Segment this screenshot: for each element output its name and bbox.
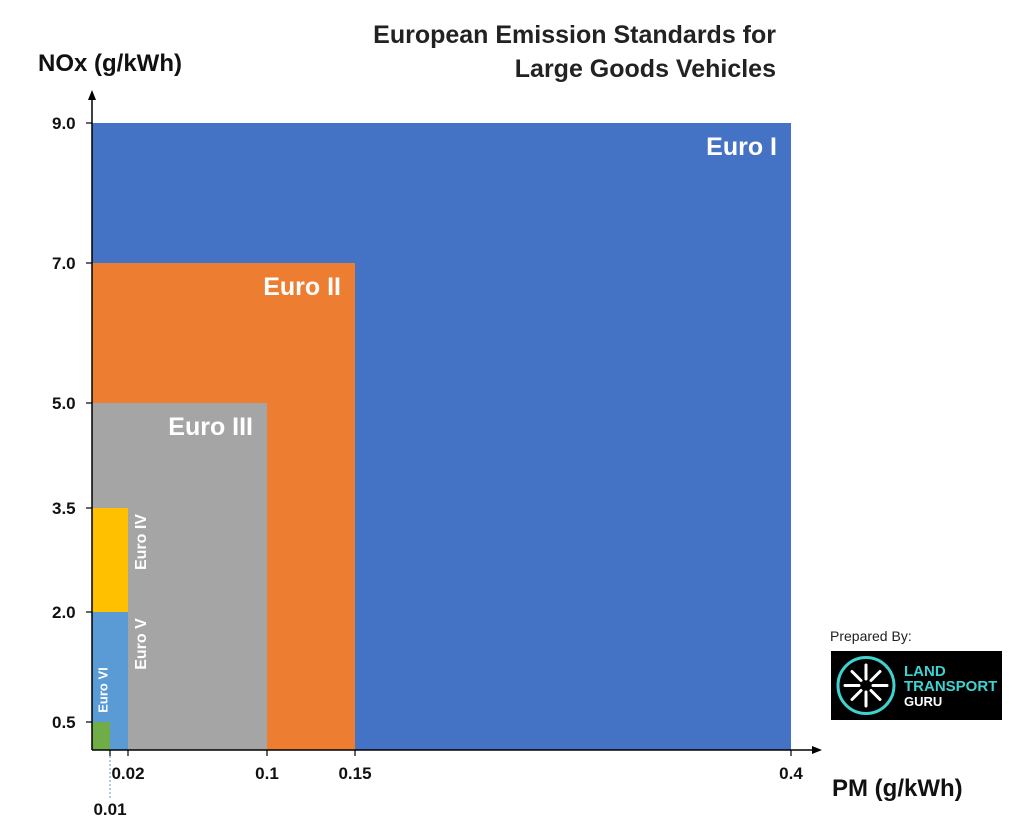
- chart-title: European Emission Standards for Large Go…: [373, 18, 776, 86]
- prepared-by-label: Prepared By:: [830, 628, 912, 644]
- label-euro-i: Euro I: [706, 133, 777, 161]
- x-axis-title: PM (g/kWh): [832, 775, 963, 802]
- logo-text-guru: GURU: [904, 694, 943, 709]
- x-axis-arrow-icon: [812, 746, 822, 754]
- y-axis-title: NOx (g/kWh): [38, 50, 182, 77]
- logo-text-land: LAND: [904, 663, 946, 680]
- chart-title-line1: European Emission Standards for: [373, 21, 776, 49]
- y-tick-label: 3.5: [52, 499, 76, 518]
- y-tick-label: 7.0: [52, 254, 76, 273]
- x-tick-label: 0.4: [779, 764, 803, 783]
- x-tick-label: 0.1: [255, 764, 279, 783]
- label-euro-iv: Euro IV: [133, 514, 150, 570]
- label-euro-v: Euro V: [133, 618, 150, 670]
- chart-title-line2: Large Goods Vehicles: [514, 55, 776, 83]
- y-tick-label: 0.5: [52, 713, 76, 732]
- compass-logo-icon: [836, 656, 896, 715]
- label-euro-vi: Euro VI: [95, 667, 110, 713]
- logo-text-transport: TRANSPORT: [904, 678, 998, 695]
- label-euro-iii: Euro III: [168, 413, 253, 441]
- label-euro-ii: Euro II: [263, 273, 341, 301]
- bar-euro-vi: [92, 722, 110, 750]
- land-transport-guru-logo: LAND TRANSPORT GURU: [831, 651, 1002, 720]
- x-tick-label: 0.02: [111, 764, 144, 783]
- x-tick-label: 0.15: [338, 764, 371, 783]
- y-tick-label: 5.0: [52, 394, 76, 413]
- x-tick-label: 0.01: [93, 800, 126, 819]
- y-tick-label: 9.0: [52, 114, 76, 133]
- y-tick-label: 2.0: [52, 603, 76, 622]
- y-axis-arrow-icon: [88, 90, 96, 100]
